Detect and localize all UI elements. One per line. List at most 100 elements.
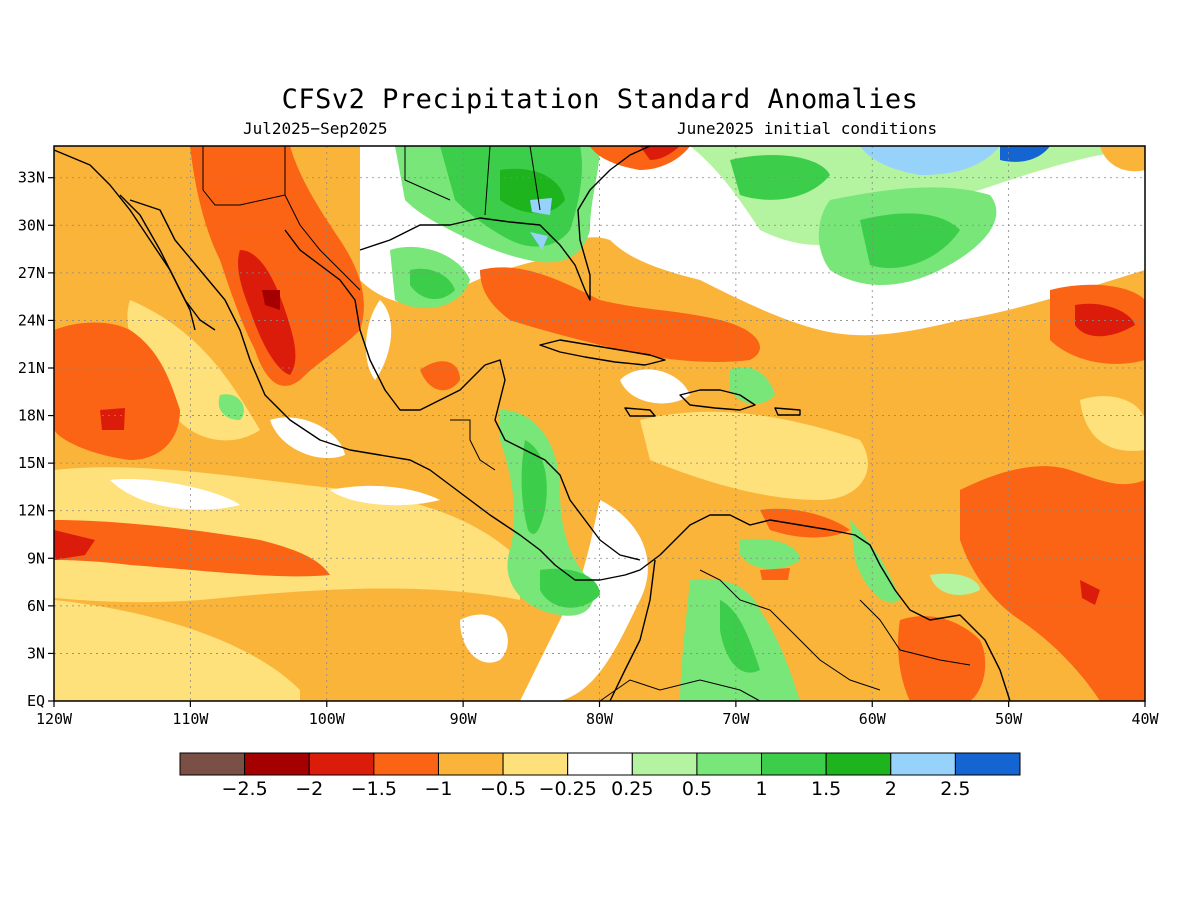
colorbar: −2.5 −2 −1.5 −1 −0.5 −0.25 0.25 0.5 1 1.5 2 2.5 [179, 752, 1021, 800]
colorbar-label: −2 [295, 778, 323, 800]
coast-south-america-north [659, 514, 1011, 702]
colorbar-label: 1 [755, 778, 767, 800]
field-very-dry-pacific [100, 408, 125, 430]
field-light-dry-sw [54, 600, 300, 701]
lat-tick-label: 18N [18, 407, 45, 425]
lat-tick-label: 30N [18, 216, 45, 234]
colorbar-swatch [373, 752, 439, 776]
anomaly-field [54, 146, 1145, 701]
lat-tick-label: EQ [27, 692, 45, 710]
border-colombia-south [599, 679, 761, 702]
colorbar-swatch [761, 752, 827, 776]
coast-baja-east [119, 194, 196, 331]
field-wet-hispaniola [730, 366, 775, 405]
field-extreme-dry-sierra-madre [262, 290, 280, 310]
field-dry-amazon-north [898, 616, 986, 701]
field-light-dry-carib [640, 411, 868, 500]
colorbar-swatch [308, 752, 375, 776]
colorbar-swatch [696, 752, 763, 776]
border-guatemala [450, 419, 496, 471]
field-dry-sierra-madre [190, 146, 364, 386]
field-very-dry-itcz [54, 530, 95, 560]
colorbar-label: −2.5 [222, 778, 268, 800]
border-us-mexico-west [202, 146, 286, 206]
colorbar-swatch [567, 752, 633, 776]
colorbar-label: −0.25 [539, 778, 597, 800]
colorbar-label: 0.25 [611, 778, 653, 800]
field-very-dry-atlantic [1080, 580, 1100, 605]
colorbar-swatch [631, 752, 698, 776]
coast-pacific-mexico-central-america [129, 199, 661, 581]
field-neutral-1 [110, 479, 240, 510]
colorbar-swatch [179, 752, 246, 776]
lon-tick-label: 60W [859, 710, 887, 728]
lat-tick-label: 12N [18, 502, 45, 520]
border-colombia-venezuela [699, 569, 881, 691]
coastlines [53, 145, 1011, 702]
lon-tick-label: 80W [586, 710, 614, 728]
field-dry-ne-corner [1100, 146, 1145, 172]
field-dry-tropical-atlantic [960, 466, 1145, 701]
border-us-states-1 [404, 146, 451, 201]
colorbar-swatch [954, 752, 1021, 776]
field-very-dry-central-atlantic [1075, 303, 1135, 337]
coast-colombia-pacific [609, 559, 656, 702]
coast-baja-west [53, 149, 216, 331]
lat-tick-label: 24N [18, 311, 45, 329]
forecast-period: Jul2025−Sep2025 [243, 119, 388, 138]
field-light-dry-east [1080, 396, 1145, 451]
field-dry-cuba-bahamas [480, 267, 760, 362]
lon-tick-label: 70W [722, 710, 750, 728]
lon-tick-label: 120W [36, 710, 73, 728]
colorbar-label: 2 [885, 778, 897, 800]
colorbar-label: −1 [424, 778, 452, 800]
field-dry-venezuela-coast [760, 508, 850, 538]
field-wet-panama [540, 568, 600, 608]
border-us-mexico-texas [284, 194, 361, 291]
colorbar-label: 2.5 [940, 778, 970, 800]
lon-tick-label: 40W [1131, 710, 1159, 728]
field-very-dry-carolinas [640, 146, 680, 160]
lon-tick-label: 90W [450, 710, 478, 728]
colorbar-label: −1.5 [351, 778, 397, 800]
colorbar-label: 1.5 [811, 778, 841, 800]
field-wet-venezuela [740, 538, 800, 570]
colorbar-swatch [437, 752, 504, 776]
lat-tick-label: 33N [18, 169, 45, 187]
lat-tick-label: 9N [27, 549, 45, 567]
latitude-axis: EQ 3N 6N 9N 12N 15N 18N 21N 24N 27N 30N 33N [18, 169, 54, 710]
field-extreme-wet-atlantic [860, 146, 1000, 175]
colorbar-swatch [244, 752, 310, 776]
colorbar-swatch [825, 752, 892, 776]
lat-tick-label: 21N [18, 359, 45, 377]
field-extreme-wet-florida-2 [530, 232, 548, 250]
colorbar-swatch [502, 752, 569, 776]
field-neutral-5 [620, 369, 690, 404]
field-wet-colombia-core [720, 600, 760, 673]
field-neutral-3 [330, 485, 440, 506]
country-borders [202, 145, 971, 702]
field-wet-gulf-2-core [410, 268, 455, 300]
field-very-dry-sierra-madre [238, 250, 296, 375]
field-dry-yucatan [420, 361, 460, 391]
border-us-states-2 [484, 145, 491, 216]
border-guianas [859, 599, 971, 666]
border-us-states-3 [529, 145, 541, 211]
initial-conditions-label: June2025 initial conditions [677, 119, 938, 138]
field-dry-eastern-pacific [54, 322, 180, 460]
lat-tick-label: 15N [18, 454, 45, 472]
field-max-wet-atlantic [1000, 146, 1050, 162]
colorbar-label: 0.5 [682, 778, 712, 800]
longitude-axis: 120W 110W 100W 90W 80W 70W 60W 50W 40W [36, 701, 1160, 728]
field-dry-itcz [54, 520, 330, 577]
field-wet-atlantic-core [860, 213, 960, 269]
lat-tick-label: 27N [18, 264, 45, 282]
field-light-wet-suriname [930, 573, 980, 595]
field-wet-mexico-west [218, 394, 244, 420]
coast-gulf-florida-atlantic [359, 145, 651, 301]
field-neutral-2 [270, 417, 345, 459]
map-title: CFSv2 Precipitation Standard Anomalies [281, 84, 919, 115]
lon-tick-label: 110W [172, 710, 209, 728]
lon-tick-label: 100W [309, 710, 346, 728]
